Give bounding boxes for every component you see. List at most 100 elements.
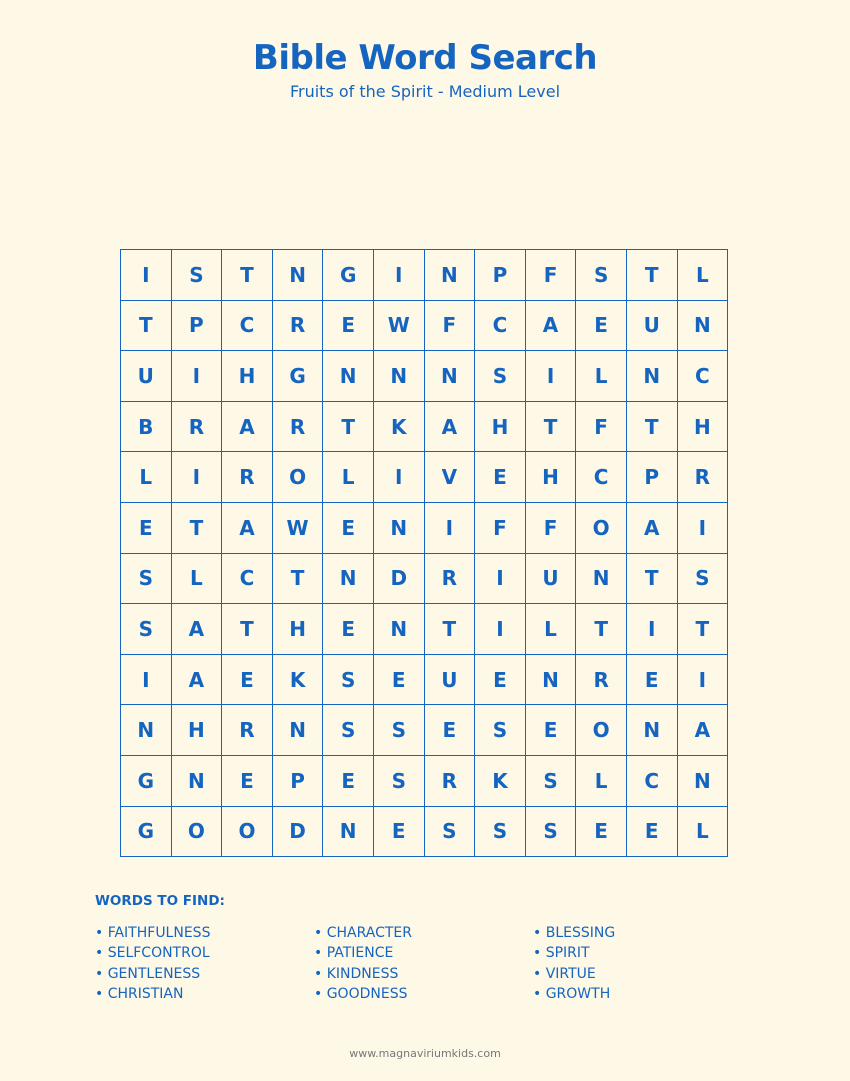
grid-cell: A <box>171 654 223 706</box>
grid-cell: S <box>373 755 425 807</box>
grid-cell: C <box>576 452 627 503</box>
grid-cell: F <box>424 300 476 352</box>
grid-cell: F <box>525 250 577 301</box>
grid-cell: E <box>373 806 425 858</box>
grid-cell: P <box>171 300 223 352</box>
grid-cell: S <box>475 806 526 858</box>
grid-cell: L <box>576 755 627 807</box>
grid-cell: N <box>576 553 627 605</box>
grid-cell: C <box>222 553 273 605</box>
grid-cell: N <box>323 553 374 605</box>
grid-cell: E <box>222 755 273 807</box>
grid-cell: O <box>171 806 223 858</box>
grid-cell: S <box>171 250 223 301</box>
grid-cell: N <box>373 604 425 655</box>
grid-cell: E <box>373 654 425 706</box>
grid-cell: I <box>475 553 526 605</box>
grid-cell: L <box>525 604 577 655</box>
word-list-column-3: • BLESSING • SPIRIT • VIRTUE • GROWTH <box>533 923 615 1004</box>
grid-cell: U <box>626 300 678 352</box>
grid-cell: O <box>576 705 627 756</box>
grid-cell: E <box>626 654 678 706</box>
grid-cell: S <box>424 806 476 858</box>
word-item: • KINDNESS <box>314 965 399 982</box>
grid-cell: H <box>171 705 223 756</box>
grid-cell: S <box>475 351 526 402</box>
footer-url: www.magnaviriumkids.com <box>349 1047 501 1060</box>
grid-cell: T <box>677 604 729 655</box>
grid-cell: T <box>576 604 627 655</box>
grid-cell: I <box>677 502 729 554</box>
grid-cell: S <box>475 705 526 756</box>
word-item: • SELFCONTROL <box>95 945 210 962</box>
grid-cell: R <box>576 654 627 706</box>
grid-cell: E <box>323 755 374 807</box>
grid-cell: W <box>373 300 425 352</box>
grid-cell: H <box>272 604 324 655</box>
grid-cell: K <box>373 401 425 453</box>
grid-cell: U <box>121 351 172 402</box>
grid-cell: D <box>272 806 324 858</box>
grid-cell: H <box>222 351 273 402</box>
grid-cell: E <box>121 502 172 554</box>
grid-cell: E <box>323 300 374 352</box>
grid-cell: N <box>424 250 476 301</box>
grid-cell: N <box>272 705 324 756</box>
grid-cell: F <box>475 502 526 554</box>
grid-cell: O <box>576 502 627 554</box>
grid-cell: C <box>626 755 678 807</box>
grid-cell: T <box>272 553 324 605</box>
grid-cell: I <box>171 351 223 402</box>
grid-cell: O <box>222 806 273 858</box>
grid-cell: O <box>272 452 324 503</box>
grid-cell: T <box>626 401 678 453</box>
grid-cell: I <box>373 250 425 301</box>
grid-cell: T <box>626 250 678 301</box>
word-item: • CHRISTIAN <box>95 985 184 1002</box>
word-list-column-2: • CHARACTER • PATIENCE • KINDNESS • GOOD… <box>314 923 412 1004</box>
grid-cell: C <box>677 351 729 402</box>
grid-cell: I <box>677 654 729 706</box>
grid-cell: S <box>121 553 172 605</box>
grid-cell: E <box>626 806 678 858</box>
grid-cell: N <box>626 705 678 756</box>
grid-cell: E <box>222 654 273 706</box>
grid-cell: A <box>222 502 273 554</box>
grid-cell: E <box>525 705 577 756</box>
grid-cell: I <box>525 351 577 402</box>
grid-cell: N <box>272 250 324 301</box>
grid-cell: A <box>424 401 476 453</box>
grid-cell: C <box>222 300 273 352</box>
grid-cell: S <box>323 705 374 756</box>
grid-cell: P <box>272 755 324 807</box>
grid-cell: A <box>171 604 223 655</box>
grid-cell: N <box>373 351 425 402</box>
grid-cell: W <box>272 502 324 554</box>
grid-cell: G <box>272 351 324 402</box>
grid-cell: S <box>525 806 577 858</box>
word-item: • GENTLENESS <box>95 965 201 982</box>
grid-cell: T <box>222 604 273 655</box>
grid-cell: S <box>121 604 172 655</box>
grid-cell: T <box>171 502 223 554</box>
grid-cell: I <box>121 250 172 301</box>
grid-cell: I <box>424 502 476 554</box>
grid-cell: R <box>272 300 324 352</box>
grid-cell: V <box>424 452 476 503</box>
grid-cell: U <box>525 553 577 605</box>
grid-cell: R <box>424 553 476 605</box>
grid-cell: L <box>171 553 223 605</box>
grid-cell: E <box>424 705 476 756</box>
grid-cell: L <box>677 806 729 858</box>
grid-cell: N <box>626 351 678 402</box>
grid-cell: S <box>525 755 577 807</box>
grid-cell: T <box>525 401 577 453</box>
word-item: • BLESSING <box>533 925 616 941</box>
grid-cell: A <box>626 502 678 554</box>
grid-cell: I <box>171 452 223 503</box>
grid-cell: D <box>373 553 425 605</box>
grid-cell: T <box>323 401 374 453</box>
page-subtitle: Fruits of the Spirit - Medium Level <box>289 82 561 101</box>
grid-cell: T <box>424 604 476 655</box>
